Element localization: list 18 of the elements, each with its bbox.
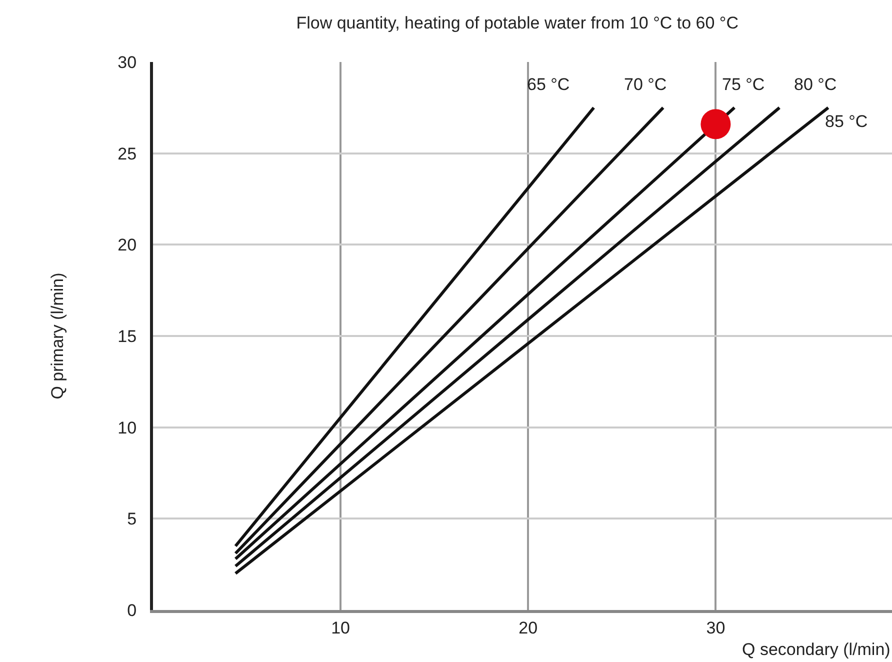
y-tick-label: 30 xyxy=(118,52,137,72)
series-label: 80 °C xyxy=(794,75,837,94)
series-label: 85 °C xyxy=(825,112,868,131)
series-label: 75 °C xyxy=(722,75,765,94)
series-label: 70 °C xyxy=(624,75,667,94)
chart-title: Flow quantity, heating of potable water from 10 °C to 60 °C xyxy=(296,13,739,32)
y-tick-label: 0 xyxy=(127,600,137,620)
y-tick-label: 10 xyxy=(118,418,137,438)
x-axis-title: Q secondary (l/min) xyxy=(742,640,890,659)
series-label: 65 °C xyxy=(527,75,570,94)
x-tick-label: 20 xyxy=(518,618,538,638)
y-tick-label: 5 xyxy=(127,510,137,529)
y-axis-title: Q primary (l/min) xyxy=(48,272,68,400)
y-tick-label: 20 xyxy=(118,236,137,255)
x-tick-label: 10 xyxy=(331,618,350,638)
x-tick-label: 30 xyxy=(706,618,726,638)
y-tick-label: 25 xyxy=(118,144,137,164)
y-tick-label: 15 xyxy=(118,326,137,346)
